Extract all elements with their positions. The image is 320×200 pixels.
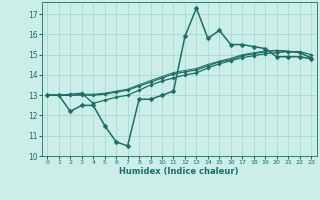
X-axis label: Humidex (Indice chaleur): Humidex (Indice chaleur) — [119, 167, 239, 176]
